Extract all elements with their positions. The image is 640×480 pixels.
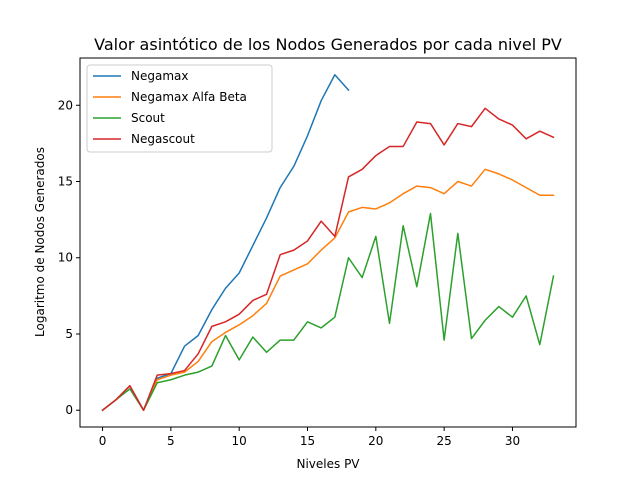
x-tick-label: 30 <box>505 434 520 448</box>
chart-title: Valor asintótico de los Nodos Generados … <box>94 35 562 54</box>
y-tick-label: 0 <box>65 403 73 417</box>
y-tick-label: 5 <box>65 327 73 341</box>
x-tick-label: 25 <box>437 434 452 448</box>
x-tick-label: 0 <box>99 434 107 448</box>
axes-layer <box>79 57 577 428</box>
series-line-negamax-alfa-beta <box>101 168 555 412</box>
x-tick-label: 15 <box>300 434 315 448</box>
x-tick-label: 5 <box>167 434 175 448</box>
legend-label-negascout: Negascout <box>131 132 195 146</box>
x-tick-label: 20 <box>368 434 383 448</box>
y-axis-label: Logaritmo de Nodos Generados <box>33 147 47 337</box>
legend: Negamax Negamax Alfa Beta Scout Negascout <box>86 64 273 153</box>
legend-label-negamax-alfa-beta: Negamax Alfa Beta <box>131 90 247 104</box>
x-axis-label: Niveles PV <box>296 457 360 471</box>
y-tick-label: 15 <box>58 175 73 189</box>
x-ticks: 0 5 10 15 20 25 30 <box>99 427 520 448</box>
series-layer <box>101 74 555 412</box>
y-tick-label: 10 <box>58 251 73 265</box>
series-line-scout <box>101 212 555 412</box>
x-tick-label: 10 <box>232 434 247 448</box>
y-ticks: 0 5 10 15 20 <box>58 98 80 417</box>
legend-label-scout: Scout <box>131 111 165 125</box>
legend-label-negamax: Negamax <box>131 69 188 83</box>
y-tick-label: 20 <box>58 98 73 112</box>
legend-box <box>86 64 273 153</box>
series-line-negascout <box>101 107 555 412</box>
plot-frame <box>79 57 577 428</box>
